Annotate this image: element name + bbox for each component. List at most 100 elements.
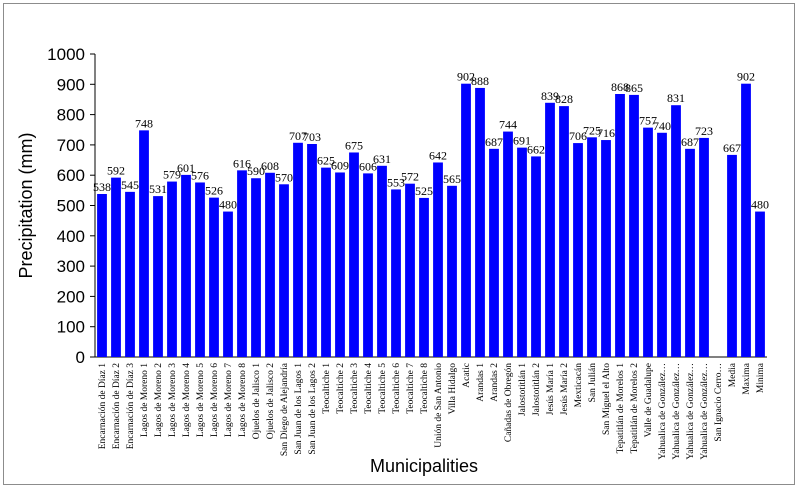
data-label: 601 <box>177 161 195 175</box>
bar <box>111 177 121 357</box>
bar <box>657 132 667 357</box>
bar <box>209 197 219 357</box>
data-label: 590 <box>247 164 265 178</box>
bar <box>139 130 149 357</box>
x-category-label: Yahualica de González… <box>686 363 696 460</box>
data-label: 865 <box>625 81 643 95</box>
bar <box>727 154 737 357</box>
data-label: 703 <box>303 130 321 144</box>
bar <box>125 191 135 357</box>
x-category-label: Villa Hidalgo <box>448 363 458 415</box>
data-label: 740 <box>653 119 671 133</box>
x-category-label: Teocaltiche 5 <box>378 363 388 414</box>
bar <box>419 197 429 357</box>
data-label: 723 <box>695 124 713 138</box>
bar <box>517 147 527 357</box>
x-category-label: Lagos de Moreno 6 <box>210 363 220 437</box>
y-tick-label: 1000 <box>47 45 85 64</box>
data-label: 868 <box>611 80 629 94</box>
data-label: 687 <box>681 135 699 149</box>
data-label: 538 <box>93 180 111 194</box>
data-label: 526 <box>205 184 223 198</box>
bar <box>503 131 513 357</box>
data-label: 691 <box>513 134 531 148</box>
data-label: 553 <box>387 175 405 189</box>
x-category-label: Lagos de Moreno 5 <box>196 363 206 437</box>
bar <box>223 211 233 357</box>
bar <box>461 83 471 357</box>
data-label: 572 <box>401 170 419 184</box>
x-category-label: San Juan de los Lagos 2 <box>308 363 318 455</box>
data-label: 531 <box>149 182 167 196</box>
bar <box>601 140 611 357</box>
x-category-label: Yahualica de González… <box>658 363 668 460</box>
x-category-label: Teocaltiche 2 <box>336 363 346 414</box>
data-label: 592 <box>107 164 125 178</box>
data-label: 642 <box>429 148 447 162</box>
x-category-label: Maxima <box>742 362 752 394</box>
x-category-label: Media <box>728 362 738 387</box>
x-category-label: Cañadas de Obregón <box>504 363 514 442</box>
x-category-label: Arandas 2 <box>490 363 500 402</box>
x-category-label: Jalostotitlán 2 <box>532 363 542 416</box>
x-category-label: Teocaltiche 4 <box>364 363 374 414</box>
data-label: 609 <box>331 158 349 172</box>
data-label: 480 <box>219 198 237 212</box>
bar <box>391 189 401 357</box>
x-category-label: Tepatitlán de Morelos 2 <box>630 363 640 454</box>
x-category-label: Encarnación de Díaz 1 <box>98 363 108 449</box>
bar <box>545 102 555 358</box>
bar <box>97 193 107 357</box>
bar <box>741 83 751 357</box>
bar <box>531 156 541 357</box>
x-category-label: Teocaltiche 3 <box>350 363 360 414</box>
y-tick-label: 800 <box>57 106 85 125</box>
bar <box>195 182 205 357</box>
bar <box>167 181 177 357</box>
bar <box>307 143 317 357</box>
y-tick-label: 0 <box>76 348 85 367</box>
x-category-label: Teocaltiche 8 <box>420 363 430 414</box>
bar <box>615 93 625 357</box>
x-category-label: Teocaltiche 7 <box>406 363 416 414</box>
bar <box>573 143 583 357</box>
data-label: 707 <box>289 129 307 143</box>
x-category-label: Lagos de Moreno 1 <box>140 363 150 437</box>
bar <box>405 183 415 357</box>
data-label: 706 <box>569 129 587 143</box>
bar <box>251 178 261 357</box>
x-category-label: Arandas 1 <box>476 363 486 402</box>
x-category-label: San Miguel el Alto <box>602 363 612 435</box>
x-category-label: Jesús María 1 <box>546 363 556 415</box>
bar <box>293 142 303 357</box>
data-label: 480 <box>751 198 769 212</box>
bar <box>559 106 569 357</box>
x-category-label: Lagos de Moreno 2 <box>154 363 164 437</box>
y-tick-label: 400 <box>57 227 85 246</box>
data-label: 687 <box>485 135 503 149</box>
bar <box>377 165 387 357</box>
data-label: 545 <box>121 178 139 192</box>
bar <box>335 172 345 357</box>
x-category-label: San Juan de los Lagos 1 <box>294 363 304 455</box>
bar <box>363 173 373 357</box>
x-category-label: Ojuelos de Jalisco 2 <box>266 363 276 440</box>
data-label: 606 <box>359 159 377 173</box>
data-label: 888 <box>471 74 489 88</box>
bar <box>181 174 191 357</box>
y-tick-label: 700 <box>57 136 85 155</box>
data-label: 828 <box>555 92 573 106</box>
bar <box>587 137 597 357</box>
x-category-label: Lagos de Moreno 8 <box>238 363 248 437</box>
data-label: 631 <box>373 152 391 166</box>
data-label: 902 <box>457 70 475 84</box>
data-label: 902 <box>737 70 755 84</box>
x-category-label: Lagos de Moreno 4 <box>182 363 192 437</box>
data-label: 616 <box>233 156 251 170</box>
x-category-label: Yahualica de González… <box>672 363 682 460</box>
data-label: 625 <box>317 154 335 168</box>
x-category-label: Teocaltiche 6 <box>392 363 402 414</box>
x-category-label: Ojuelos de Jalisco 1 <box>252 363 262 440</box>
bar <box>489 148 499 357</box>
